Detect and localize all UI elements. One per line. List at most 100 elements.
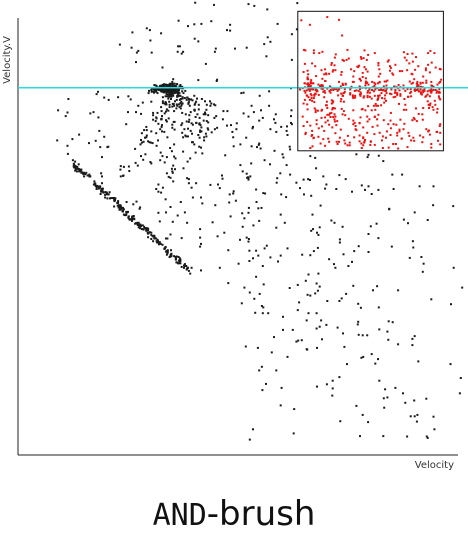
selected-data-point [353, 121, 356, 124]
selected-data-point [351, 94, 354, 97]
data-point [164, 95, 167, 98]
selected-data-point [302, 102, 305, 105]
data-point [247, 240, 250, 243]
selected-data-point [360, 147, 363, 149]
data-point [407, 222, 409, 225]
selected-data-point [339, 100, 342, 103]
selected-data-point [326, 113, 329, 116]
selected-data-point [373, 143, 376, 146]
data-point [391, 173, 394, 176]
figure-caption: AND-brush [0, 492, 468, 538]
data-point [266, 36, 269, 39]
data-point [145, 136, 148, 139]
selected-data-point [432, 85, 435, 88]
data-point [153, 237, 156, 240]
selected-data-point [394, 143, 397, 145]
data-point [281, 153, 284, 156]
selected-data-point [415, 120, 418, 123]
selected-data-point [330, 63, 333, 66]
data-point [176, 95, 179, 98]
selected-data-point [427, 63, 430, 66]
selected-data-point [303, 62, 306, 65]
data-point [196, 97, 198, 100]
selected-data-point [335, 88, 338, 91]
selected-data-point [420, 92, 422, 95]
data-point [165, 110, 167, 113]
data-point [173, 143, 176, 146]
selected-data-point [349, 88, 352, 91]
selected-data-point [411, 60, 414, 63]
data-point [191, 141, 194, 144]
data-point [411, 337, 414, 340]
data-point [137, 221, 140, 224]
data-point [404, 401, 407, 404]
selected-data-point [318, 52, 321, 55]
data-point [150, 162, 153, 165]
selected-data-point [413, 139, 416, 142]
data-point [245, 172, 248, 175]
selected-data-point [307, 73, 310, 76]
data-point [100, 188, 103, 190]
data-point [318, 226, 321, 229]
data-point [155, 188, 158, 190]
selected-data-point [315, 119, 318, 122]
selected-data-point [414, 89, 417, 92]
data-point [125, 213, 128, 216]
selected-data-point [328, 140, 331, 143]
selected-data-point [342, 84, 344, 86]
data-point [291, 328, 294, 331]
selected-data-point [436, 83, 439, 86]
data-point [215, 115, 218, 118]
selected-data-point [364, 81, 367, 84]
data-point [198, 136, 201, 139]
selected-data-point [382, 85, 385, 88]
data-point [290, 58, 293, 61]
selected-data-point [320, 116, 323, 119]
data-point [170, 88, 173, 91]
selected-data-point [317, 93, 320, 96]
data-point [161, 186, 164, 189]
data-point [340, 297, 343, 300]
selected-data-point [440, 78, 443, 81]
data-point [148, 141, 151, 144]
data-point [178, 106, 181, 109]
data-point [152, 118, 155, 121]
data-point [183, 264, 185, 267]
data-point [141, 224, 144, 227]
selected-data-point [396, 93, 399, 96]
data-point [364, 188, 366, 191]
data-point [171, 171, 174, 174]
data-point [167, 117, 170, 120]
data-point [166, 252, 169, 255]
data-point [188, 114, 191, 117]
data-point [263, 247, 266, 250]
brush-rectangle[interactable] [297, 10, 444, 152]
data-point [165, 172, 168, 175]
caption-sans-part: -brush [206, 494, 316, 534]
data-point [331, 379, 334, 382]
data-point [185, 268, 188, 271]
selected-data-point [403, 122, 406, 125]
data-point [148, 231, 151, 234]
selected-data-point [419, 134, 422, 137]
data-point [257, 254, 260, 257]
selected-data-point [329, 85, 331, 88]
selected-data-point [369, 140, 372, 143]
data-point [303, 193, 305, 196]
data-point [194, 1, 197, 4]
data-point [191, 99, 194, 102]
selected-data-point [359, 56, 362, 59]
selected-data-point [430, 143, 433, 145]
data-point [179, 262, 182, 265]
data-point [159, 128, 162, 131]
selected-data-point [385, 92, 388, 95]
data-point [341, 225, 344, 228]
data-point [305, 319, 308, 322]
selected-data-point [312, 82, 315, 85]
selected-data-point [333, 107, 336, 110]
data-point [139, 223, 142, 226]
data-point [370, 193, 373, 195]
selected-data-point [311, 62, 314, 65]
selected-data-point [426, 93, 429, 96]
data-point [165, 93, 168, 96]
